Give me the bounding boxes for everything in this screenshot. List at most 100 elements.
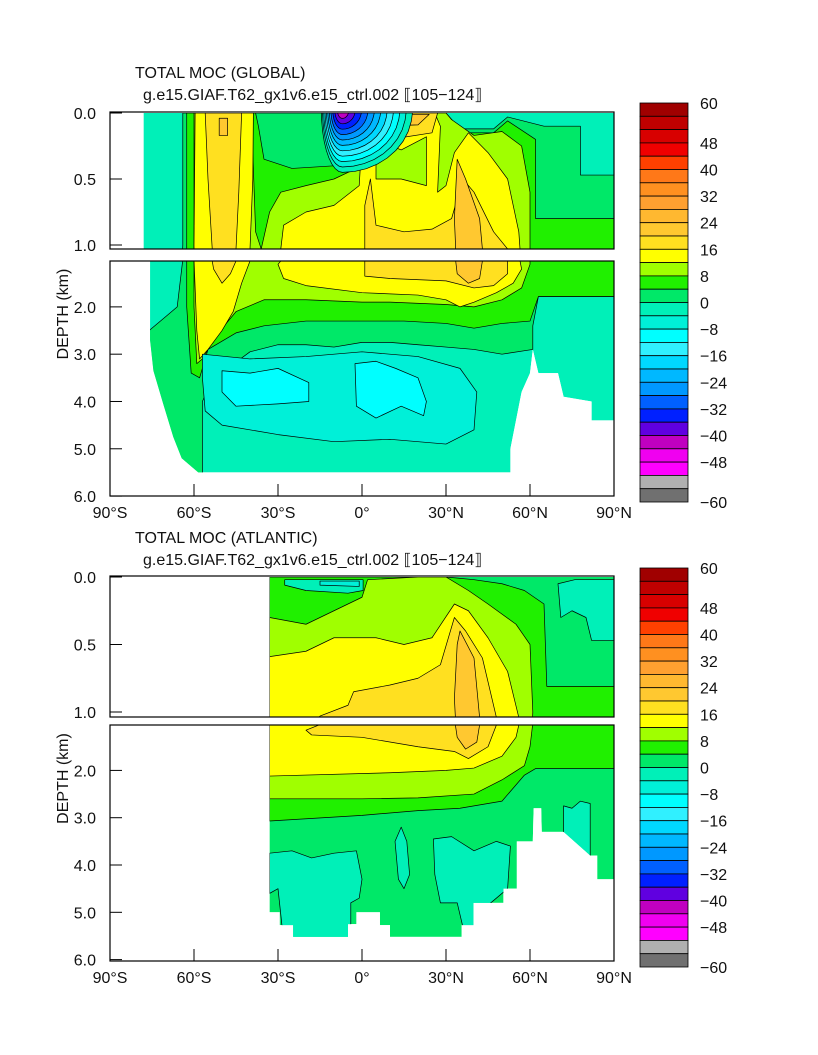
colorbar-swatch [639, 115, 689, 131]
upper-section [269, 577, 614, 718]
x-tick-label: 0° [354, 970, 369, 987]
lower-section [143, 261, 614, 473]
colorbar-swatch [639, 567, 689, 582]
colorbar-label: −48 [700, 455, 727, 472]
ocean-domain [269, 577, 614, 718]
y-tick-label: 3.0 [74, 347, 96, 364]
colorbar-swatch [639, 700, 689, 715]
x-tick-label: 30°S [261, 505, 296, 522]
y-tick-label: 1.0 [74, 705, 96, 722]
contour-region-16 [211, 261, 237, 284]
x-tick-label: 90°N [596, 505, 632, 522]
colorbar-swatch [639, 860, 689, 875]
colorbar-swatch [639, 288, 689, 303]
colorbar-label: 24 [700, 681, 718, 698]
contour-region-16 [204, 113, 242, 249]
colorbar-swatch [639, 594, 689, 609]
y-tick-label: 5.0 [74, 442, 96, 459]
colorbar: 60 48 40 32 24 16 8 0 −8 −16 −24 −32 −40 −48 −60 [639, 96, 727, 512]
x-tick-label: 90°S [93, 970, 128, 987]
upper-frame [109, 575, 615, 718]
colorbar-label: −32 [700, 402, 727, 419]
ocean-domain [143, 261, 614, 473]
y-tick-label: 4.0 [74, 394, 96, 411]
colorbar-swatch [639, 408, 689, 423]
colorbar-swatch [639, 355, 689, 370]
y-tick-label: 6.0 [74, 489, 96, 506]
colorbar-swatch [639, 435, 689, 450]
colorbar-label: −32 [700, 867, 727, 884]
lower-section [269, 725, 614, 937]
colorbar-label: 32 [700, 654, 718, 671]
contour-region-20 [455, 261, 483, 284]
colorbar-swatch [639, 222, 689, 237]
y-tick-label: 4.0 [74, 858, 96, 875]
y-tick-label: 2.0 [74, 300, 96, 317]
colorbar-swatch [639, 182, 689, 197]
contour-region--4 [557, 579, 614, 641]
global-moc-panel: 0.0 0.5 1.0 2.0 3.0 4.0 5.0 6.090°S 60°S 30°S 0° 30… [55, 65, 727, 522]
colorbar-swatch [639, 634, 689, 649]
colorbar-swatch [639, 620, 689, 635]
colorbar-swatch [639, 767, 689, 782]
colorbar-swatch [639, 780, 689, 795]
colorbar-swatch [639, 820, 689, 835]
colorbar-swatch [639, 395, 689, 410]
x-tick-label: 60°S [177, 505, 212, 522]
contour-region--44 [337, 113, 349, 119]
x-tick-label: 30°N [428, 505, 464, 522]
colorbar-swatch [639, 368, 689, 383]
ocean-domain [143, 113, 614, 249]
x-tick-label: 90°N [596, 970, 632, 987]
colorbar-swatch [639, 208, 689, 224]
colorbar-label: −60 [700, 960, 727, 977]
x-tick-label: 90°S [93, 505, 128, 522]
y-axis-label: DEPTH (km) [55, 269, 72, 360]
contour-region--12 [221, 368, 310, 407]
colorbar-label: 40 [700, 628, 718, 645]
colorbar-swatch [639, 926, 689, 941]
colorbar-swatch [639, 713, 689, 728]
y-axis-label: DEPTH (km) [55, 733, 72, 824]
chart-subtitle: g.e15.GIAF.T62_gx1v6.e15_ctrl.002 ⟦105−1… [143, 87, 482, 104]
colorbar-swatch [639, 474, 689, 490]
colorbar-swatch [639, 275, 689, 290]
y-tick-label: 0.5 [74, 638, 96, 655]
colorbar-swatch [639, 846, 689, 861]
colorbar-swatch [639, 381, 689, 396]
colorbar-label: 8 [700, 269, 709, 286]
x-tick-label: 0° [354, 505, 369, 522]
colorbar-swatch [639, 886, 689, 901]
atlantic-moc-panel: 0.0 0.5 1.0 2.0 3.0 4.0 5.0 6.090°S 60°S 30°S 0° 30… [55, 530, 727, 987]
colorbar-swatch [639, 580, 689, 595]
y-tick-label: 5.0 [74, 905, 96, 922]
colorbar-swatch [639, 129, 689, 144]
colorbar-label: −24 [700, 375, 727, 392]
chart-title: TOTAL MOC (GLOBAL) [135, 65, 305, 82]
colorbar-swatch [639, 913, 689, 928]
colorbar-swatch [639, 102, 689, 117]
colorbar-label: −16 [700, 814, 727, 831]
colorbar-label: 48 [700, 136, 718, 153]
contour-region-16 [305, 725, 497, 759]
x-tick-label: 30°N [428, 970, 464, 987]
colorbar-swatch [639, 687, 689, 702]
colorbar-label: 60 [700, 96, 718, 113]
colorbar: 60 48 40 32 24 16 8 0 −8 −16 −24 −32 −40 −48 −60 [639, 561, 727, 977]
colorbar-swatch [639, 341, 689, 357]
y-tick-label: 2.0 [74, 763, 96, 780]
colorbar-label: 0 [700, 761, 709, 778]
contour-region--4 [394, 826, 410, 890]
contour-region--8 [319, 580, 360, 587]
colorbar-label: 16 [700, 242, 718, 259]
chart-subtitle: g.e15.GIAF.T62_gx1v6.e15_ctrl.002 ⟦105−1… [143, 552, 482, 569]
contour-region-12 [193, 261, 251, 360]
colorbar-swatch [639, 900, 689, 915]
ocean-domain [269, 725, 614, 937]
colorbar-swatch [639, 488, 689, 503]
colorbar-label: 24 [700, 216, 718, 233]
contour-region-20 [455, 725, 480, 750]
colorbar-swatch [639, 607, 689, 622]
y-tick-label: 1.0 [74, 238, 96, 255]
colorbar-swatch [639, 753, 689, 768]
